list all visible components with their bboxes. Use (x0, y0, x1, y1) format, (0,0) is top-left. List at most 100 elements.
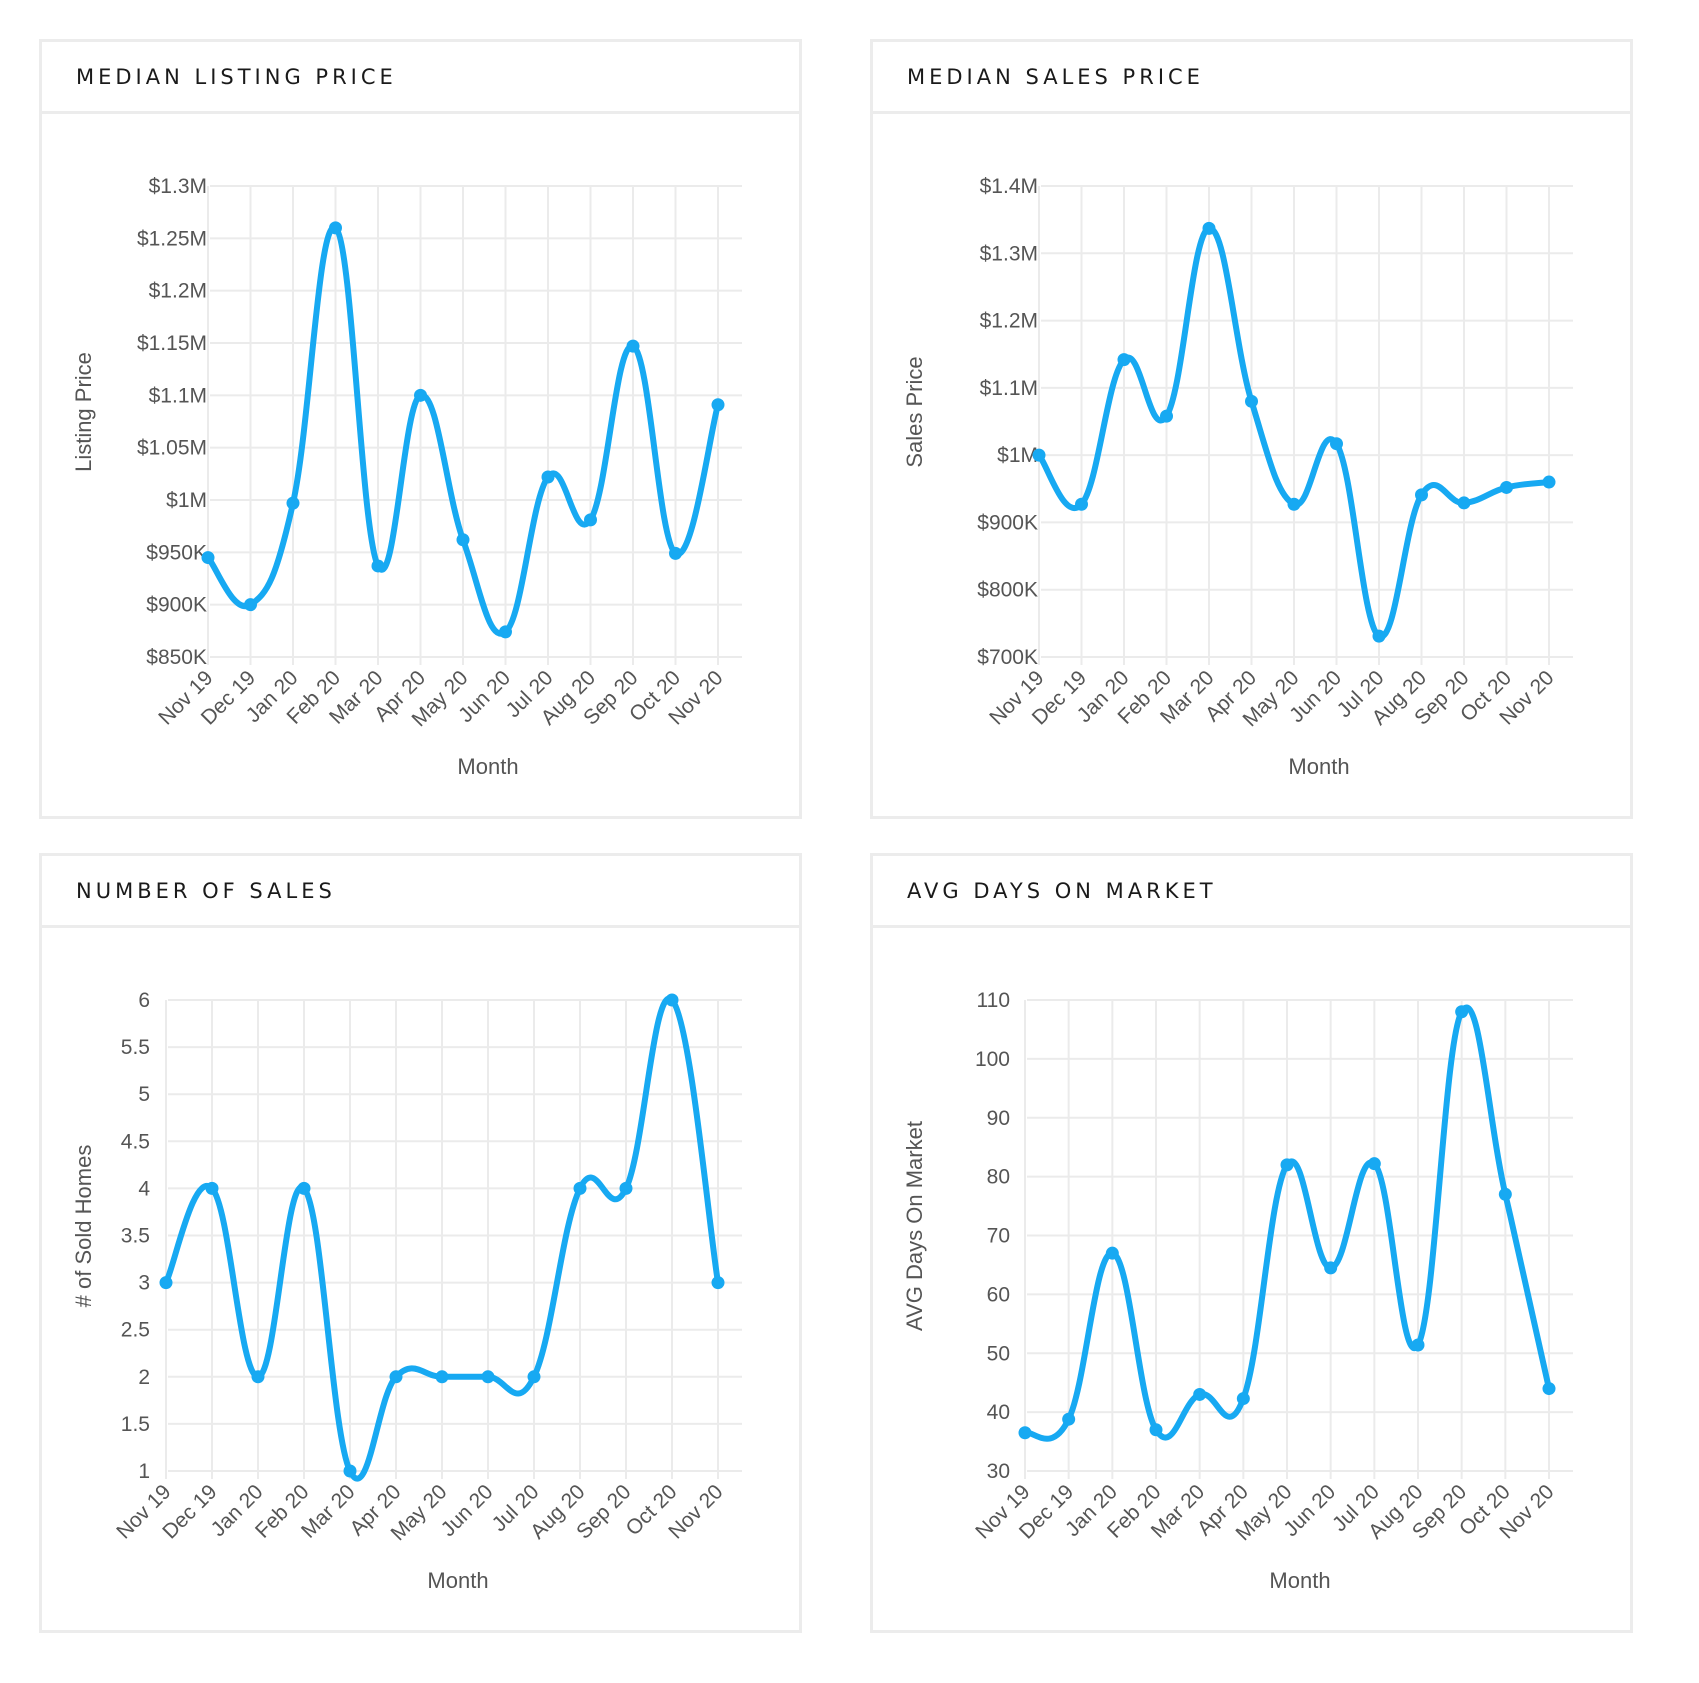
chart-area: 1 1.5 2 2.5 3 3.5 4 4.5 5 5.5 6 Nov 19 Dec 19 Jan 20 F… (42, 928, 799, 1630)
data-point[interactable] (1105, 1246, 1119, 1260)
data-point[interactable] (711, 1276, 725, 1290)
data-point[interactable] (244, 598, 257, 612)
y-axis-label: Listing Price (71, 352, 96, 472)
data-point[interactable] (1193, 1387, 1207, 1401)
y-axis-ticks: $850K $900K $950K $1M $1.05M $1.1M $1.15M $1.2M… (137, 175, 207, 669)
data-point[interactable] (159, 1276, 173, 1290)
data-point[interactable] (481, 1370, 495, 1384)
y-tick-label: 6 (138, 989, 150, 1012)
data-point[interactable] (665, 993, 679, 1007)
chart-card-avg-days-on-market: AVG DAYS ON MARKET 30 40 50 60 70 80 90 100 110 N… (870, 853, 1633, 1633)
data-point[interactable] (201, 551, 215, 565)
data-point[interactable] (414, 388, 427, 402)
y-axis-ticks: $700K $800K $900K $1M $1.1M $1.2M $1.3M $1.4M (977, 175, 1038, 669)
card-title: MEDIAN LISTING PRICE (76, 64, 397, 89)
data-point[interactable] (1117, 353, 1131, 367)
card-header: MEDIAN SALES PRICE (873, 42, 1630, 114)
data-point[interactable] (286, 496, 300, 510)
y-tick-label: $1.3M (980, 242, 1038, 265)
grid (165, 999, 742, 1479)
data-point[interactable] (584, 513, 597, 527)
chart-card-number-of-sales: NUMBER OF SALES 1 1.5 2 2.5 3 3.5 4 4.5 5 5.5 6 Nov… (39, 853, 802, 1633)
data-point[interactable] (711, 398, 725, 412)
y-tick-label: 1.5 (121, 1413, 150, 1436)
data-point[interactable] (1330, 437, 1343, 451)
data-points (1032, 221, 1556, 643)
data-point[interactable] (499, 625, 512, 639)
card-header: NUMBER OF SALES (42, 856, 799, 928)
y-tick-label: $800K (977, 579, 1038, 602)
data-point[interactable] (1160, 409, 1173, 423)
data-point[interactable] (1457, 496, 1471, 510)
data-point[interactable] (371, 559, 385, 573)
data-point[interactable] (527, 1370, 541, 1384)
data-point[interactable] (251, 1370, 265, 1384)
data-point[interactable] (205, 1181, 219, 1195)
data-point[interactable] (1372, 629, 1386, 643)
data-point[interactable] (1500, 480, 1513, 494)
data-point[interactable] (1062, 1412, 1076, 1426)
y-tick-label: $700K (977, 646, 1038, 669)
chart-area: $850K $900K $950K $1M $1.05M $1.1M $1.15M $1.2M… (42, 114, 799, 816)
data-point[interactable] (1018, 1426, 1032, 1440)
y-tick-label: 1 (138, 1460, 150, 1483)
data-point[interactable] (626, 339, 640, 353)
card-title: NUMBER OF SALES (76, 878, 336, 903)
data-point[interactable] (1542, 1382, 1556, 1396)
y-tick-label: 2.5 (121, 1319, 150, 1342)
data-point[interactable] (1498, 1187, 1512, 1201)
data-point[interactable] (1455, 1005, 1469, 1019)
data-point[interactable] (297, 1181, 311, 1195)
data-point[interactable] (619, 1181, 633, 1195)
data-point[interactable] (1287, 497, 1301, 511)
data-point[interactable] (389, 1370, 403, 1384)
data-point[interactable] (1280, 1158, 1294, 1172)
data-point[interactable] (1411, 1338, 1425, 1352)
y-tick-label: 3.5 (121, 1225, 150, 1248)
y-tick-label: 110 (977, 989, 1010, 1012)
data-point[interactable] (1542, 475, 1556, 489)
data-point[interactable] (669, 546, 682, 560)
y-axis-label: AVG Days On Market (902, 1121, 927, 1331)
data-point[interactable] (343, 1464, 357, 1478)
y-tick-label: 90 (987, 1107, 1010, 1130)
data-point[interactable] (573, 1181, 587, 1195)
y-tick-label: $1M (166, 489, 207, 512)
data-point[interactable] (1202, 221, 1216, 235)
y-tick-label: $1.2M (149, 280, 207, 303)
y-tick-label: 80 (987, 1166, 1010, 1189)
data-point[interactable] (1324, 1261, 1338, 1275)
data-point[interactable] (456, 533, 470, 547)
chart-area: 30 40 50 60 70 80 90 100 110 Nov 19 Dec 19 Jan 20 Fe… (873, 928, 1630, 1630)
card-header: AVG DAYS ON MARKET (873, 856, 1630, 928)
data-point[interactable] (1149, 1423, 1163, 1437)
data-point[interactable] (1367, 1157, 1381, 1171)
y-tick-label: 2 (138, 1366, 150, 1389)
grid (1024, 999, 1573, 1479)
y-tick-label: 5.5 (121, 1036, 150, 1059)
y-tick-label: $900K (146, 594, 207, 617)
chart-card-median-listing-price: MEDIAN LISTING PRICE $850K $900K $950K $1M $… (39, 39, 802, 819)
data-point[interactable] (1245, 394, 1258, 408)
y-axis-label: Sales Price (902, 356, 927, 467)
data-point[interactable] (1236, 1392, 1250, 1406)
y-axis-ticks: 1 1.5 2 2.5 3 3.5 4 4.5 5 5.5 6 (121, 989, 151, 1483)
y-tick-label: 3 (138, 1272, 150, 1295)
y-tick-label: 100 (975, 1048, 1010, 1071)
data-point[interactable] (1075, 497, 1088, 511)
grid (207, 185, 742, 665)
data-point[interactable] (1415, 488, 1428, 502)
data-point[interactable] (329, 221, 342, 235)
data-points (1018, 1005, 1556, 1440)
x-axis-label: Month (1288, 754, 1349, 779)
y-tick-label: $1.15M (137, 332, 207, 355)
data-point[interactable] (435, 1370, 449, 1384)
data-point[interactable] (541, 470, 555, 484)
y-tick-label: $1.25M (137, 227, 207, 250)
data-point[interactable] (1032, 448, 1046, 462)
chart-card-median-sales-price: MEDIAN SALES PRICE $700K $800K $900K $1M $1.… (870, 39, 1633, 819)
